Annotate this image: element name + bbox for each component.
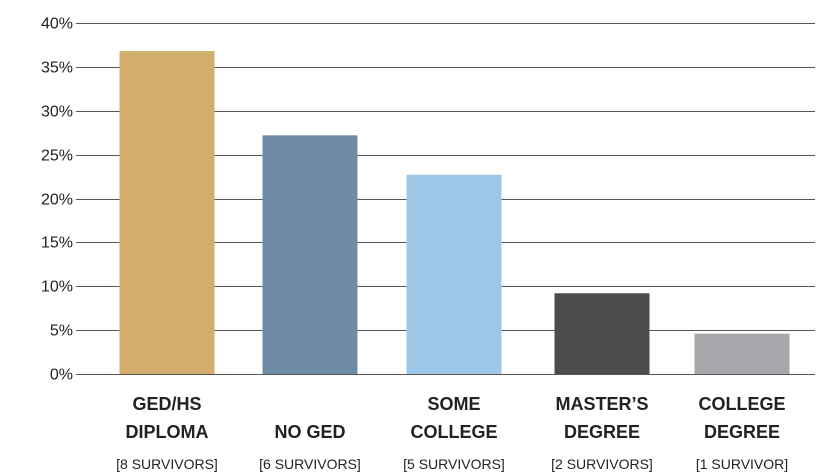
y-tick-label: 5% <box>50 323 73 340</box>
survivor-count-label: [6 SURVIVORS] <box>259 456 361 472</box>
y-tick-label: 0% <box>50 367 73 384</box>
bars <box>119 51 790 374</box>
y-tick-label: 25% <box>41 148 73 165</box>
survivor-count-label: [8 SURVIVORS] <box>116 456 218 472</box>
bar <box>554 293 650 374</box>
category-label: DEGREE <box>704 422 780 442</box>
category-label: GED/HS <box>132 394 201 414</box>
survivor-count-label: [1 SURVIVOR] <box>696 456 788 472</box>
y-axis-ticks: 0% 5% 10% 15% 20% 25% 30% 35% 40% <box>41 16 73 384</box>
survivor-count-label: [2 SURVIVORS] <box>551 456 653 472</box>
category-label: COLLEGE <box>698 394 785 414</box>
y-tick-label: 10% <box>41 279 73 296</box>
bar <box>119 51 215 374</box>
y-tick-label: 40% <box>41 16 73 33</box>
category-label: DEGREE <box>564 422 640 442</box>
y-tick-label: 15% <box>41 235 73 252</box>
category-labels: GED/HS DIPLOMA [8 SURVIVORS] NO GED [6 SURVI… <box>116 394 788 472</box>
category-label: DIPLOMA <box>126 422 209 442</box>
category-label: NO GED <box>274 422 345 442</box>
survivor-count-label: [5 SURVIVORS] <box>403 456 505 472</box>
category-label: MASTER’S <box>555 394 648 414</box>
category-label: SOME <box>427 394 480 414</box>
y-tick-label: 35% <box>41 60 73 77</box>
y-tick-label: 20% <box>41 192 73 209</box>
y-tick-label: 30% <box>41 104 73 121</box>
category-label: COLLEGE <box>410 422 497 442</box>
bar <box>694 333 790 374</box>
bar <box>262 135 358 374</box>
bar <box>406 174 502 374</box>
